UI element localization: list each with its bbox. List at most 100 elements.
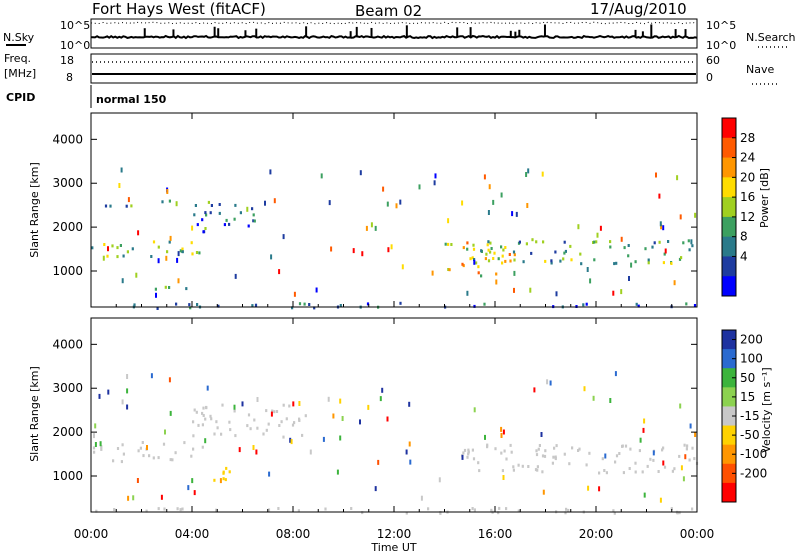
velocity-heatmap-cells	[92, 371, 699, 515]
heatmap-cell	[615, 454, 619, 458]
heatmap-cell	[563, 240, 566, 244]
heatmap-cell	[168, 199, 171, 203]
heatmap-cell	[688, 458, 691, 462]
heatmap-cell	[197, 423, 200, 427]
heatmap-cell	[472, 247, 476, 251]
heatmap-cell	[504, 259, 507, 263]
heatmap-cell	[667, 240, 670, 243]
colorbar-tick-label: 15	[740, 390, 755, 404]
freq-tick-bottom: 8	[66, 71, 73, 84]
heatmap-cell	[166, 250, 169, 254]
heatmap-cell	[155, 292, 157, 298]
heatmap-cell	[265, 428, 268, 432]
heatmap-cell	[530, 251, 533, 255]
heatmap-cell	[691, 507, 694, 511]
heatmap-cell	[670, 262, 673, 265]
heatmap-cell	[473, 407, 476, 413]
cpid-label: CPID	[6, 91, 35, 104]
heatmap-cell	[595, 240, 598, 244]
x-tick-label: 08:00	[276, 527, 311, 541]
heatmap-cell	[535, 240, 538, 244]
power-panel-frame	[90, 112, 698, 308]
heatmap-cell	[361, 251, 364, 257]
heatmap-cell	[605, 471, 608, 475]
heatmap-cell	[634, 470, 637, 474]
heatmap-cell	[463, 448, 467, 452]
heatmap-cell	[599, 225, 602, 231]
heatmap-cell	[517, 463, 520, 467]
heatmap-cell	[145, 509, 148, 513]
heatmap-cell	[500, 426, 503, 432]
heatmap-cell	[643, 418, 646, 424]
heatmap-cell	[387, 247, 390, 253]
heatmap-cell	[251, 207, 254, 211]
heatmap-cell	[418, 184, 421, 190]
heatmap-cell	[508, 253, 511, 256]
heatmap-cell	[95, 509, 98, 513]
heatmap-cell	[529, 287, 532, 293]
velocity-y-axis: 4000 3000 2000 1000	[52, 337, 697, 483]
heatmap-cell	[262, 432, 265, 436]
heatmap-cell	[121, 443, 124, 447]
heatmap-cell	[598, 471, 601, 475]
heatmap-cell	[517, 509, 520, 513]
heatmap-cell	[673, 467, 676, 471]
heatmap-cell	[126, 388, 129, 394]
heatmap-cell	[234, 203, 237, 207]
heatmap-cell	[621, 444, 624, 448]
heatmap-cell	[215, 508, 218, 512]
heatmap-cell	[291, 306, 294, 310]
heatmap-cell	[488, 184, 491, 190]
heatmap-cell	[119, 244, 122, 247]
y-tick-label: 4000	[52, 132, 83, 146]
heatmap-cell	[188, 303, 191, 307]
heatmap-cell	[537, 447, 540, 451]
heatmap-cell	[513, 287, 515, 293]
heatmap-cell	[174, 451, 177, 455]
heatmap-cell	[513, 253, 516, 257]
heatmap-cell	[390, 244, 393, 250]
colorbar-tick-label: 4	[740, 249, 748, 263]
heatmap-cell	[461, 454, 464, 460]
heatmap-cell	[522, 260, 525, 264]
heatmap-cell	[687, 239, 690, 243]
heatmap-cell	[541, 171, 544, 177]
heatmap-cell	[133, 303, 136, 307]
heatmap-cell	[671, 469, 674, 473]
heatmap-cell	[93, 450, 96, 454]
heatmap-cell	[462, 451, 465, 455]
colorbar-tick-label: 24	[740, 151, 755, 165]
heatmap-cell	[207, 200, 210, 204]
heatmap-cell	[535, 453, 539, 457]
heatmap-cell	[126, 250, 129, 254]
heatmap-cell	[256, 397, 259, 402]
heatmap-cell	[678, 257, 682, 261]
heatmap-cell	[582, 303, 585, 307]
heatmap-cell	[297, 509, 300, 513]
heatmap-cell	[98, 393, 101, 399]
heatmap-cell	[225, 218, 228, 222]
heatmap-cell	[154, 287, 157, 291]
heatmap-cell	[350, 507, 353, 510]
heatmap-cell	[527, 168, 530, 174]
heatmap-cell	[339, 398, 342, 404]
heatmap-cell	[615, 261, 618, 265]
heatmap-cell	[103, 243, 106, 246]
heatmap-cell	[494, 447, 497, 451]
freq-tick-top: 18	[60, 54, 74, 67]
colorbar-swatch	[722, 330, 736, 350]
heatmap-cell	[682, 476, 685, 482]
heatmap-cell	[477, 461, 480, 465]
heatmap-cell	[447, 218, 450, 224]
x-axis: 00:00 04:00 08:00 12:00 16:00 20:00 00:00	[74, 113, 714, 541]
heatmap-cell	[190, 454, 193, 458]
nsearch-trace	[90, 21, 698, 25]
y-tick-label: 2000	[52, 425, 83, 439]
heatmap-cell	[139, 446, 142, 450]
heatmap-cell	[285, 417, 288, 421]
heatmap-cell	[185, 287, 188, 291]
heatmap-cell	[256, 426, 259, 430]
heatmap-cell	[107, 389, 110, 395]
heatmap-cell	[580, 262, 583, 266]
heatmap-cell	[662, 261, 665, 265]
